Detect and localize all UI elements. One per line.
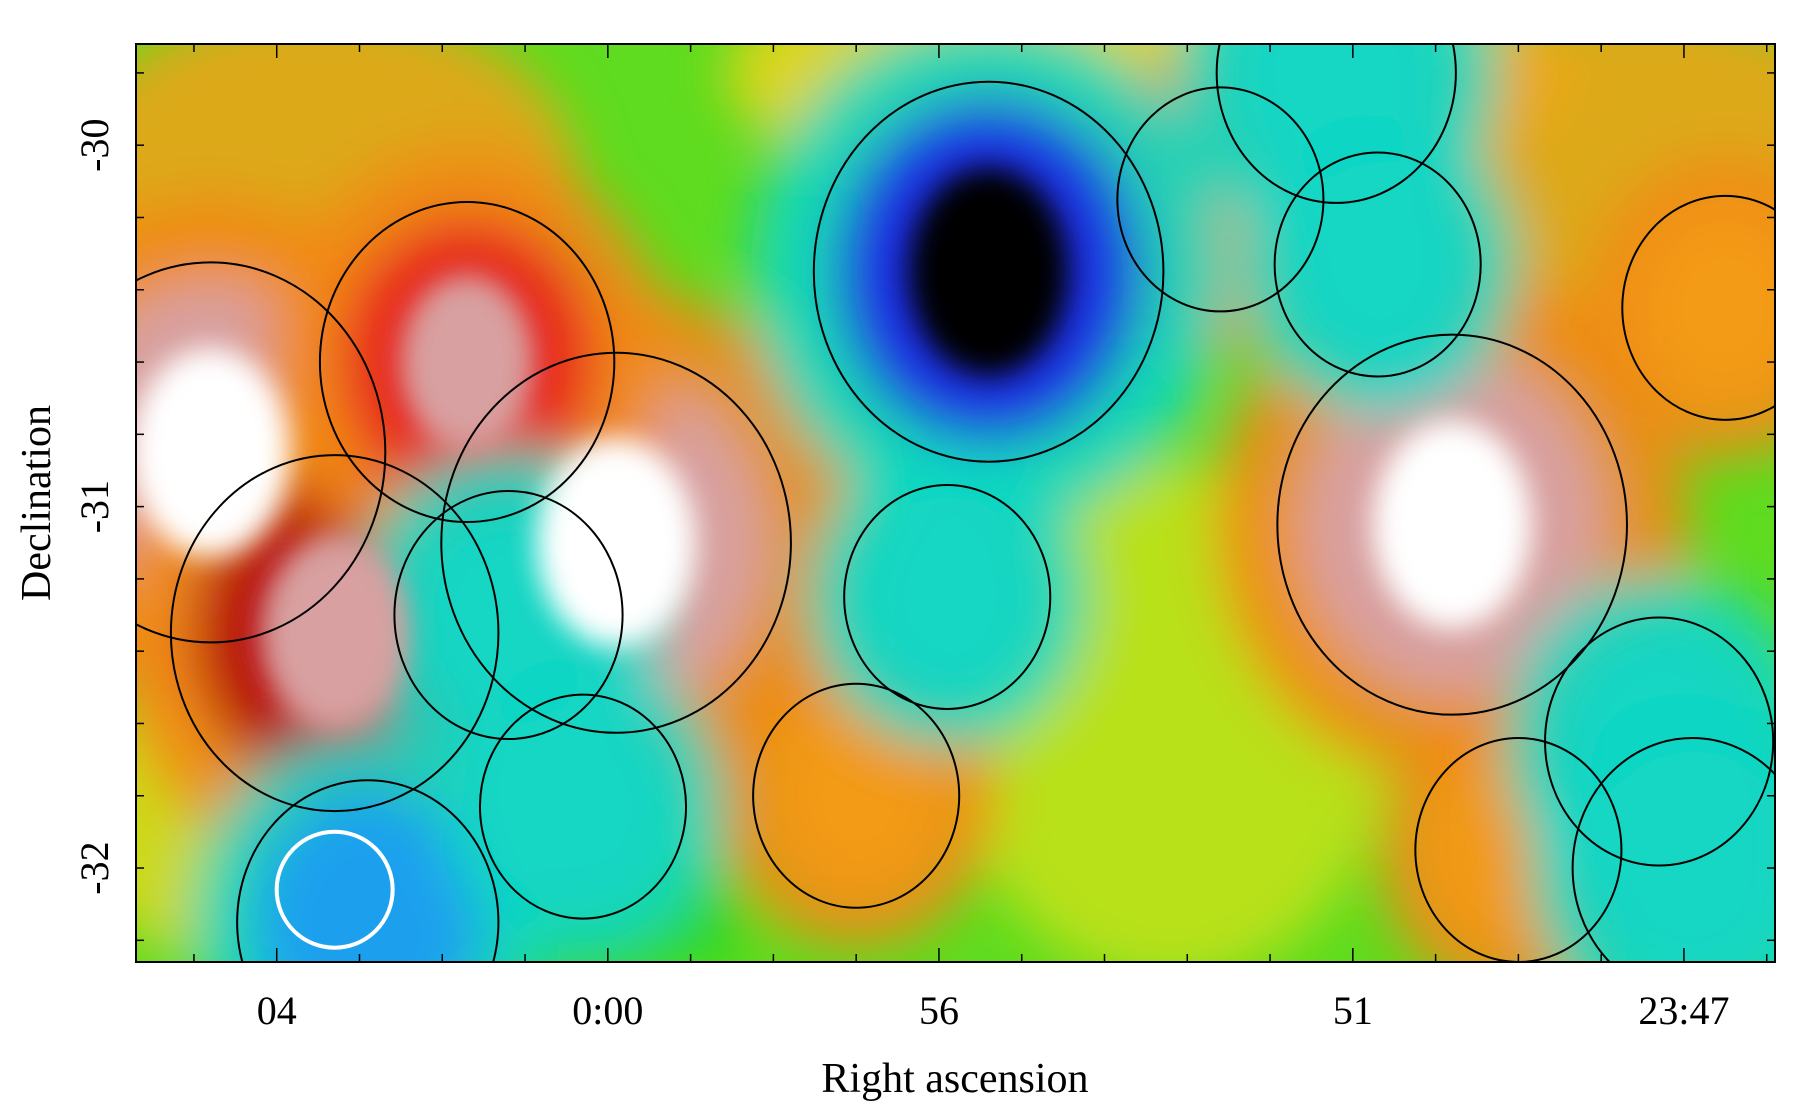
field-max	[1635, 207, 1775, 409]
x-tick-label: 23:47	[1638, 988, 1729, 1033]
contour-min	[1273, 151, 1482, 378]
field-min	[1588, 751, 1775, 962]
contour-min	[236, 779, 500, 962]
contour-max	[752, 682, 961, 909]
tick-marks	[136, 44, 1775, 962]
contour-min	[393, 490, 624, 741]
x-tick-label: 56	[919, 988, 959, 1033]
contour-max	[440, 351, 792, 734]
contour-min	[812, 80, 1165, 463]
x-tick-label: 0:00	[572, 988, 643, 1033]
x-axis-label: Right ascension	[821, 1056, 1088, 1102]
contour-min	[1215, 44, 1457, 204]
contour-min	[1544, 616, 1775, 867]
field-max-core	[1372, 420, 1532, 630]
field-min-core	[908, 167, 1069, 377]
contour-max	[1276, 333, 1628, 716]
field-max-core	[259, 535, 410, 732]
contour-max	[1621, 194, 1775, 421]
field-max-core	[136, 347, 291, 557]
field-min	[493, 705, 673, 908]
plot-frame	[135, 43, 1776, 963]
x-tick-label: 51	[1333, 988, 1373, 1033]
contour-max	[136, 261, 387, 644]
field-max-core	[399, 274, 535, 451]
y-tick-label: -31	[72, 480, 117, 533]
contour-min	[478, 693, 688, 920]
y-tick-labels: -30 -31 -32	[72, 119, 117, 895]
y-tick-label: -30	[72, 119, 117, 172]
contour-min	[1571, 737, 1775, 962]
field-max	[766, 694, 946, 897]
beam-marker	[274, 829, 395, 950]
y-axis-label: Declination	[14, 405, 60, 601]
field-max-core	[536, 438, 696, 648]
x-tick-label: 04	[257, 988, 297, 1033]
field-min	[1288, 163, 1468, 366]
contour-max	[318, 201, 616, 524]
contour-max	[169, 454, 500, 813]
x-tick-labels: 04 0:00 56 51 23:47	[257, 988, 1730, 1033]
contour-min	[843, 483, 1052, 710]
intensity-cores	[136, 167, 1532, 732]
y-tick-label: -32	[72, 841, 117, 894]
contour-lines	[136, 44, 1775, 962]
contour-max	[1116, 86, 1325, 313]
field-min	[857, 496, 1037, 698]
